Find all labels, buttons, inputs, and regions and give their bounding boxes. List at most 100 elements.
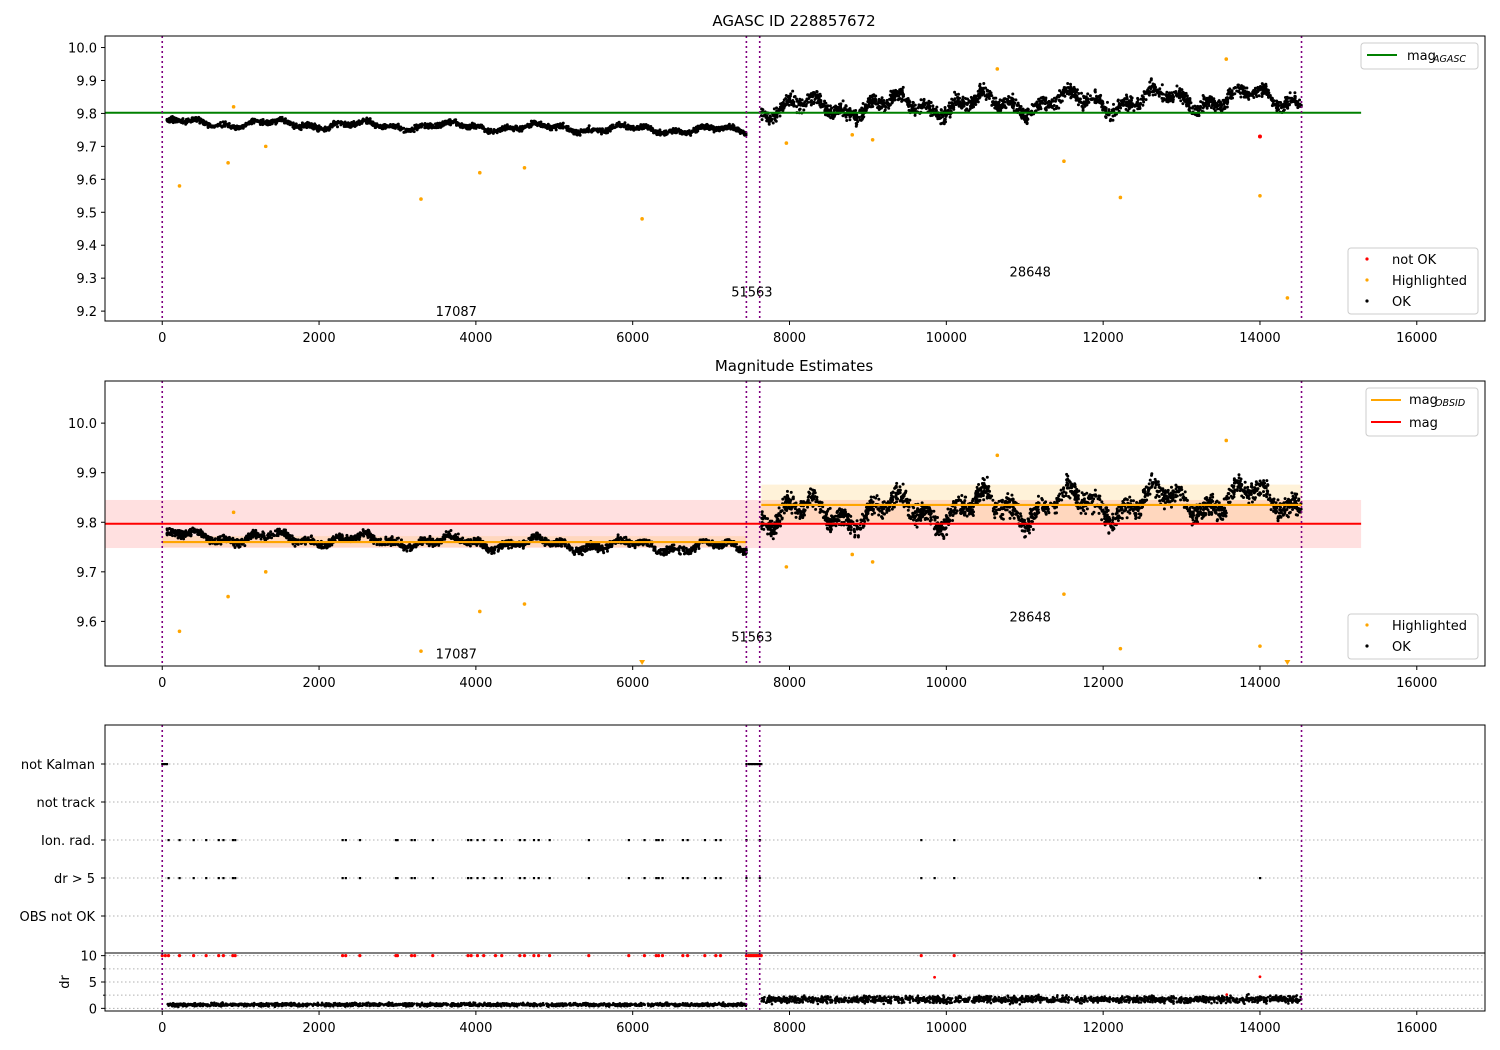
- data-point-ok: [1169, 94, 1173, 98]
- data-point-ok: [890, 101, 894, 105]
- data-point-ok: [882, 99, 886, 103]
- data-point-ok: [905, 97, 909, 101]
- data-point-ok: [1002, 97, 1006, 101]
- data-point-ok: [881, 102, 885, 106]
- data-point-ok: [522, 126, 526, 130]
- data-point-ok: [841, 99, 845, 103]
- panel-1-title: AGASC ID 228857672: [712, 12, 875, 30]
- data-point-ok: [435, 123, 439, 127]
- data-point-highlighted: [477, 170, 482, 175]
- data-point-ok: [649, 128, 653, 132]
- data-point-ok: [1211, 99, 1215, 103]
- data-point-ok: [451, 120, 455, 124]
- data-point-ok: [1011, 92, 1015, 96]
- data-point-ok: [878, 101, 882, 105]
- data-point-ok: [667, 129, 671, 133]
- data-point-ok: [182, 119, 186, 123]
- data-point-ok: [575, 131, 579, 135]
- data-point-ok: [687, 131, 691, 135]
- data-point-ok: [1082, 94, 1086, 98]
- data-point-ok: [962, 104, 966, 108]
- data-point-ok: [705, 122, 709, 126]
- data-point-ok: [1244, 95, 1248, 99]
- data-point-ok: [254, 528, 258, 532]
- data-point-ok: [1086, 92, 1090, 96]
- legend-mag-agasc: mag AGASC: [1360, 42, 1479, 70]
- data-point-ok: [1252, 96, 1256, 100]
- data-point-ok: [471, 123, 475, 127]
- data-point-ok: [212, 125, 216, 129]
- data-point-ok: [797, 108, 801, 112]
- data-point-ok: [586, 130, 590, 134]
- data-point-ok: [872, 101, 876, 105]
- data-point-ok: [1001, 104, 1005, 108]
- data-point-ok: [1063, 94, 1067, 98]
- data-point-ok: [1140, 97, 1144, 101]
- data-point-ok: [1153, 93, 1157, 97]
- data-point-ok: [578, 133, 582, 137]
- data-point-ok: [1058, 89, 1062, 93]
- data-point-ok: [587, 124, 591, 128]
- data-point-ok: [1035, 103, 1039, 107]
- data-point-ok: [1085, 103, 1089, 107]
- data-point-ok: [1254, 89, 1258, 93]
- data-point-ok: [943, 105, 947, 109]
- data-point-ok: [1185, 99, 1189, 103]
- data-point-ok: [947, 101, 951, 105]
- data-point-ok: [900, 99, 904, 103]
- x-tick-label: 0: [158, 331, 166, 346]
- data-point-ok: [241, 124, 245, 128]
- data-point-ok: [889, 89, 893, 93]
- data-point-ok: [1164, 93, 1168, 97]
- x-tick-label: 2000: [303, 331, 336, 346]
- data-point-ok: [223, 120, 227, 124]
- data-point-ok: [1158, 90, 1162, 94]
- data-point-ok: [199, 118, 203, 122]
- data-point-ok: [464, 126, 468, 130]
- data-point-ok: [958, 100, 962, 104]
- data-point-ok: [366, 118, 370, 122]
- data-point-ok: [1100, 99, 1104, 103]
- data-point-ok: [1101, 108, 1105, 112]
- data-point-ok: [1270, 97, 1274, 101]
- data-point-ok: [534, 123, 538, 127]
- data-point-ok: [976, 100, 980, 104]
- data-point-ok: [876, 102, 880, 106]
- data-point-ok: [819, 100, 823, 104]
- data-point-ok: [1223, 105, 1227, 109]
- data-point-ok: [505, 125, 509, 129]
- data-point-ok: [1205, 101, 1209, 105]
- data-point-ok: [1240, 84, 1244, 88]
- data-point-ok: [597, 542, 601, 546]
- data-point-ok: [891, 89, 895, 93]
- data-point-ok: [541, 125, 545, 129]
- data-point-ok: [1129, 98, 1133, 102]
- data-point-ok: [617, 121, 621, 125]
- data-point-ok: [911, 103, 915, 107]
- data-point-ok: [243, 544, 247, 548]
- data-point-ok: [847, 107, 851, 111]
- data-point-ok: [682, 552, 686, 556]
- data-point-ok: [616, 533, 620, 537]
- data-point-ok: [844, 115, 848, 119]
- data-point-ok: [939, 122, 943, 126]
- data-point-ok: [1175, 92, 1179, 96]
- x-tick-label: 6000: [616, 331, 649, 346]
- data-point-ok: [498, 126, 502, 130]
- data-point-ok: [977, 94, 981, 98]
- data-point-ok: [1198, 105, 1202, 109]
- data-point-ok: [1038, 99, 1042, 103]
- data-point-ok: [1022, 117, 1026, 121]
- data-point-ok: [965, 101, 969, 105]
- data-point-ok: [1225, 105, 1229, 109]
- data-point-ok: [1180, 88, 1184, 92]
- data-point-ok: [996, 105, 1000, 109]
- data-point-ok: [782, 106, 786, 110]
- data-point-ok: [336, 125, 340, 129]
- data-point-ok: [795, 97, 799, 101]
- data-point-ok: [1125, 97, 1129, 101]
- data-point-ok: [883, 108, 887, 112]
- data-point-ok: [615, 124, 619, 128]
- data-point-ok: [939, 108, 943, 112]
